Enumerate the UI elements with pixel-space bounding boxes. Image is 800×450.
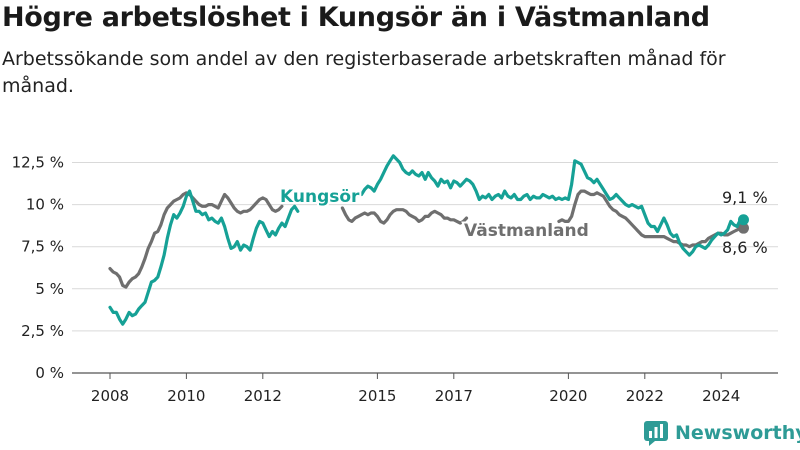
chart-title: Högre arbetslöshet i Kungsör än i Västma… [2,2,710,33]
series-line-kungsr [108,154,746,326]
x-tick-label: 2024 [702,387,740,405]
x-tick-label: 2012 [244,387,282,405]
newsworthy-chart-logo-icon [644,421,668,446]
gridlines [72,162,778,374]
series-label-vastmanland: Västmanland [464,221,589,241]
series-line-vstmanland [108,189,746,289]
brand-logo: Newsworthy [643,420,800,446]
series-labels: Kungsör Västmanland 9,1 % 8,6 % [278,185,768,257]
x-tick-label: 2010 [167,387,205,405]
y-tick-label: 10 % [26,196,64,214]
x-tick-label: 2022 [626,387,664,405]
y-tick-label: 7,5 % [21,238,64,256]
brand-name: Newsworthy [675,422,800,444]
y-tick-label: 0 % [35,364,64,382]
series-lines [108,154,749,326]
y-tick-label: 2,5 % [21,322,64,340]
end-point-kungsr [737,214,749,226]
x-tick-label: 2020 [549,387,587,405]
end-label-vastmanland: 8,6 % [722,238,768,257]
end-point-vstmanland [737,222,749,234]
y-tick-label: 5 % [35,280,64,298]
y-axis-ticks: 0 % 2,5 % 5 % 7,5 % 10 % 12,5 % [12,154,64,383]
end-label-kungsor: 9,1 % [722,188,768,207]
x-tick-label: 2015 [358,387,396,405]
x-tick-label: 2008 [91,387,129,405]
x-tick-label: 2017 [435,387,473,405]
y-tick-label: 12,5 % [12,154,64,172]
chart-subtitle: Arbetssökande som andel av den registerb… [2,48,726,97]
series-label-kungsor: Kungsör [280,187,360,207]
x-axis-ticks: 2008 2010 2012 2015 2017 2020 2022 2024 [91,373,740,405]
